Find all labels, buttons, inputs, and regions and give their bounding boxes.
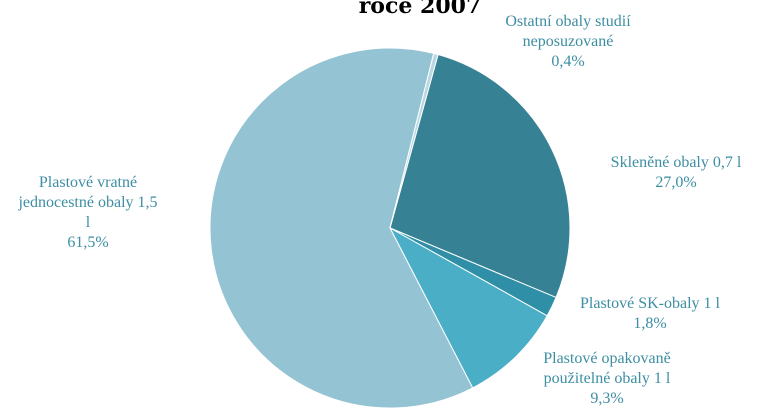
pie-slice: [389, 52, 439, 229]
pie-slices: [209, 47, 571, 409]
slice-percent: 1,8%: [633, 315, 666, 332]
pie-slice: [388, 226, 548, 389]
slice-label-line: Ostatní obaly studií: [505, 13, 631, 30]
slice-label-line: neposuzované: [523, 33, 614, 50]
slice-label-line: Plastové vratné: [39, 174, 137, 191]
slice-percent: 9,3%: [590, 390, 623, 407]
slice-percent: 0,4%: [551, 53, 584, 70]
slice-label: Ostatní obaly studií neposuzované 0,4%: [505, 13, 631, 70]
slice-label-line: Skleněné obaly 0,7 l: [611, 154, 742, 171]
slice-percent: 27,0%: [655, 174, 696, 191]
pie-slice: [209, 47, 474, 409]
chart-title: roce 2007: [359, 0, 482, 19]
slice-label-line: Plastové SK-obaly 1 l: [580, 295, 721, 312]
slice-label: Skleněné obaly 0,7 l 27,0%: [611, 154, 742, 191]
slice-percent: 61,5%: [67, 234, 108, 251]
slice-label-line: l: [86, 214, 91, 231]
slice-label: Plastové SK-obaly 1 l 1,8%: [580, 295, 721, 332]
slice-labels: Skleněné obaly 0,7 l 27,0% Plastové SK-oba…: [17, 13, 741, 407]
slice-label: Plastové opakovaně použitelné obaly 1 l 9,…: [543, 350, 671, 407]
slice-label-line: Plastové opakovaně: [543, 350, 671, 367]
slice-label-line: jednocestné obaly 1,5: [17, 194, 157, 211]
slice-label: Plastové vratné jednocestné obaly 1,5 l 61,…: [17, 174, 157, 251]
pie-slice: [389, 53, 571, 299]
slice-label-line: použitelné obaly 1 l: [544, 370, 671, 387]
